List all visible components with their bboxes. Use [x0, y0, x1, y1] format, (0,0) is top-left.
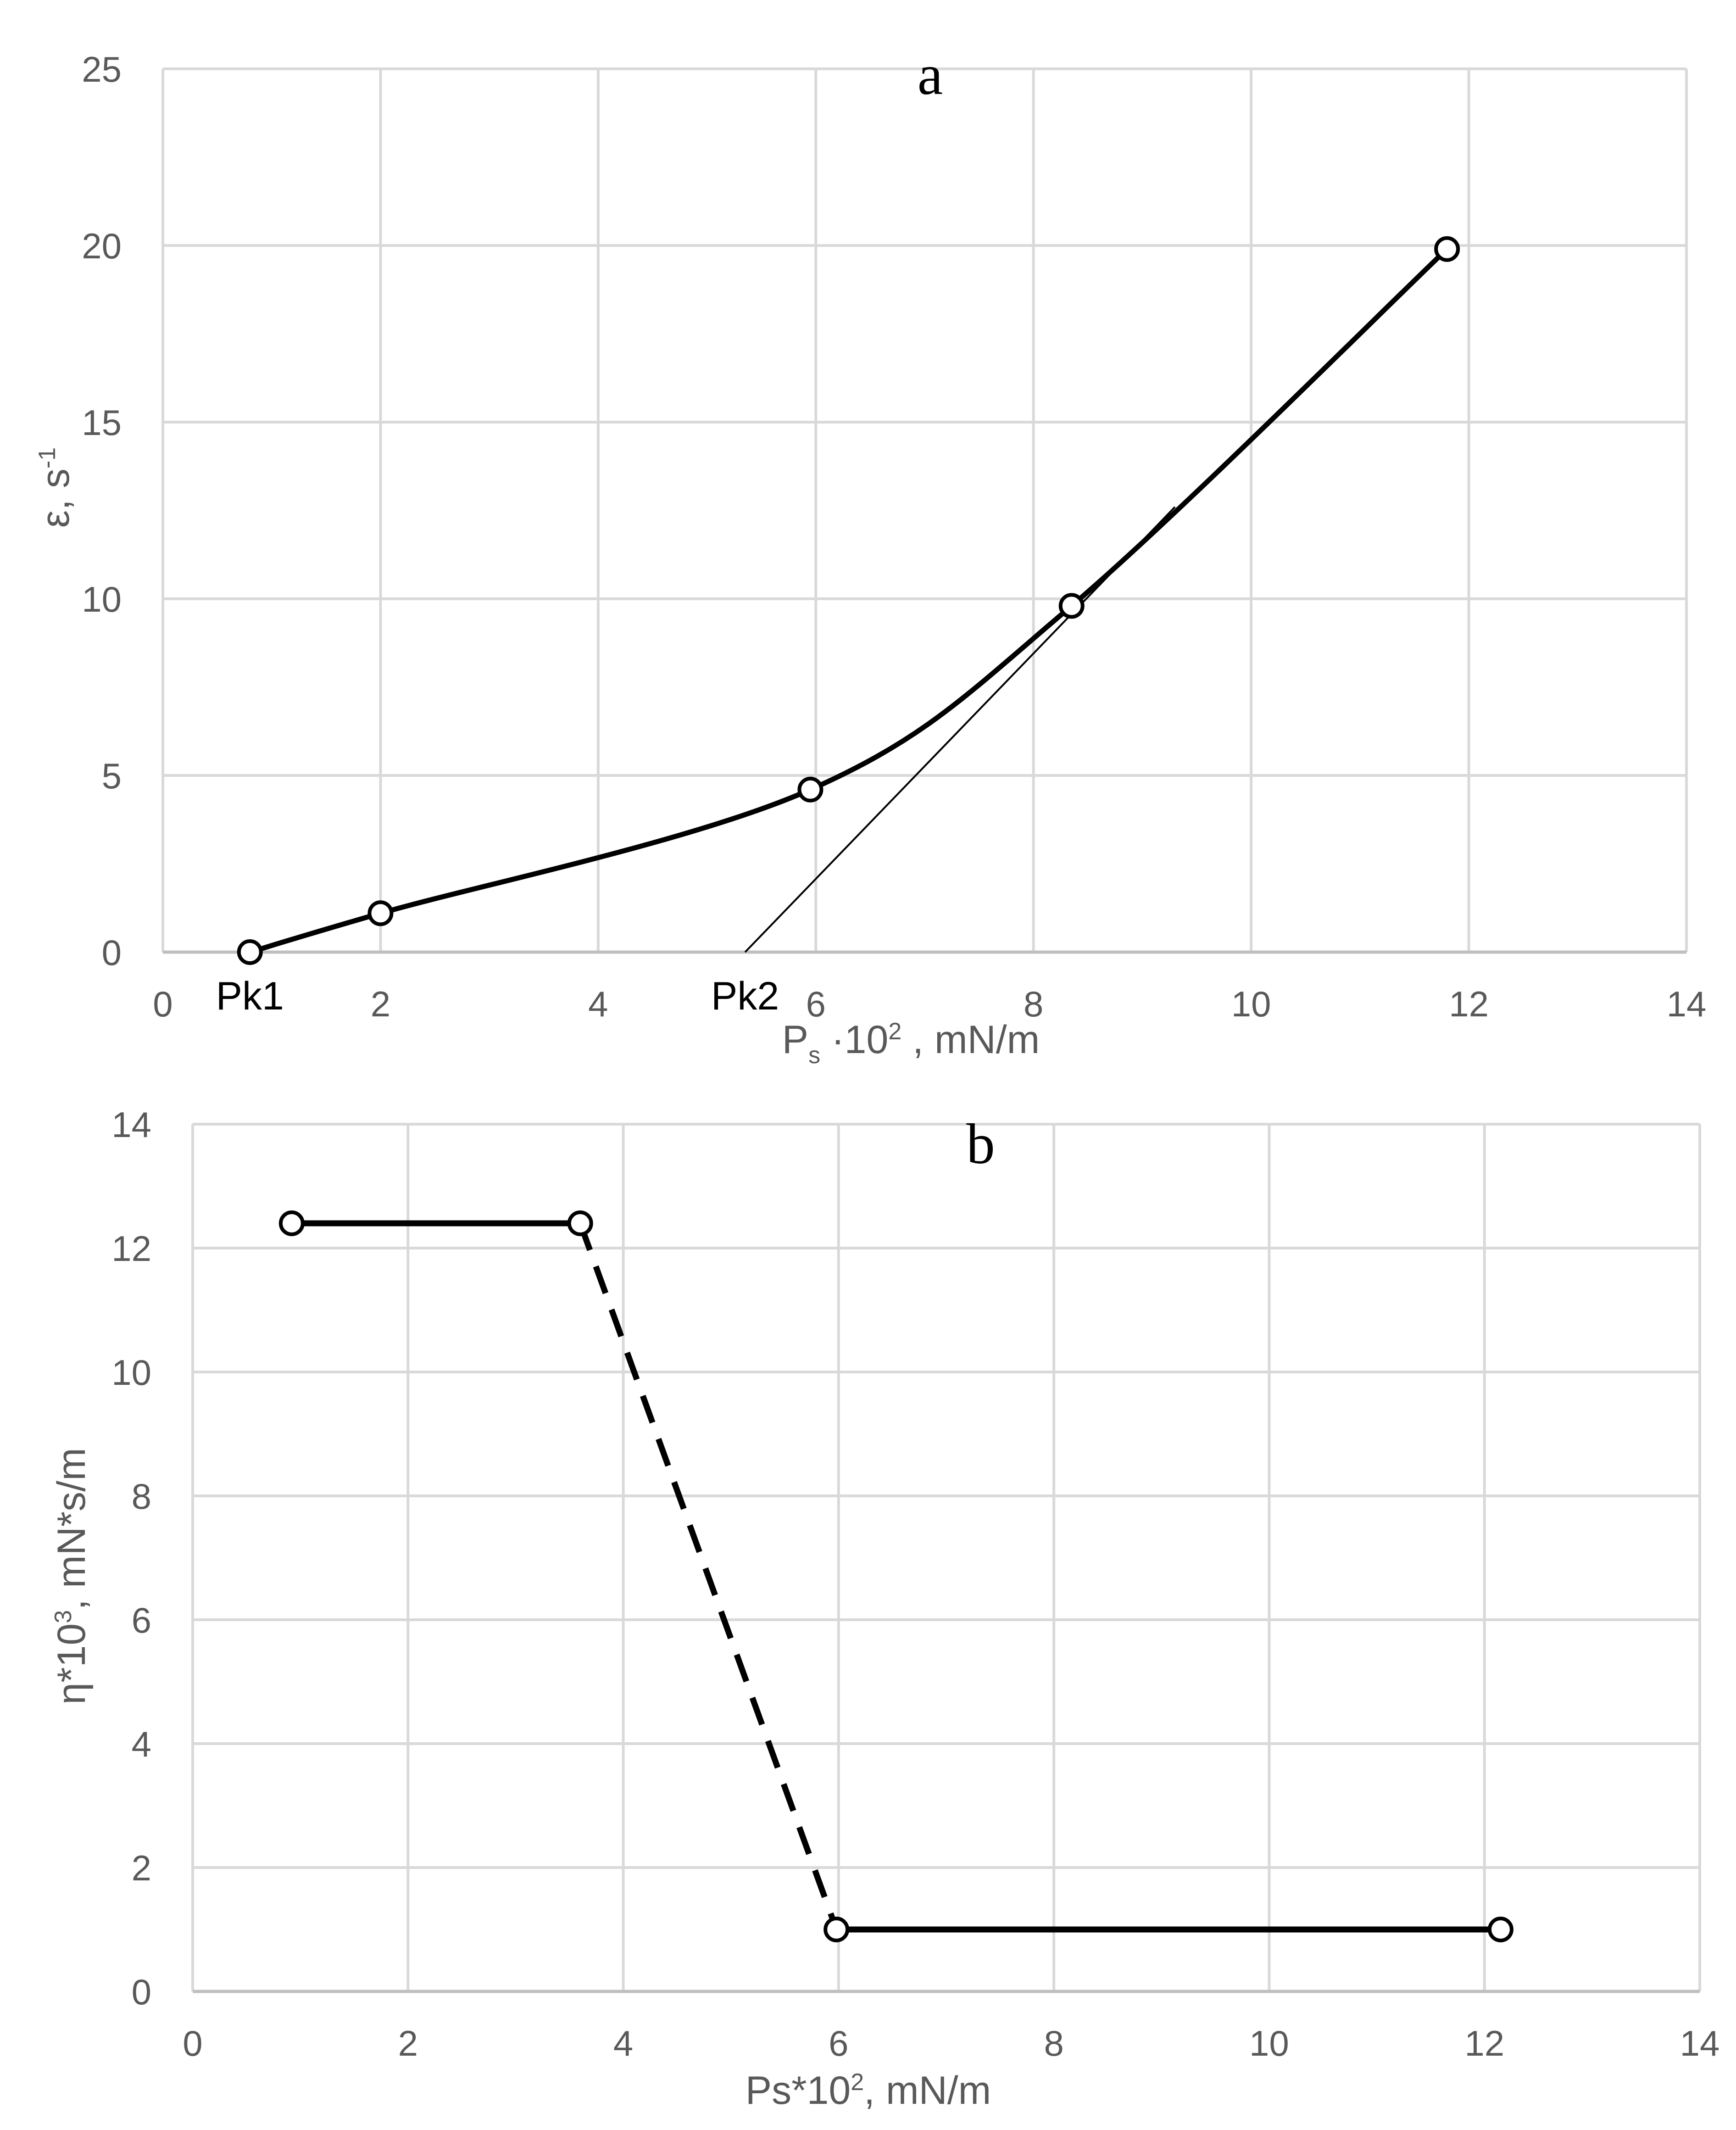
- y-axis-label: ε, s-1: [33, 447, 78, 528]
- y-tick-label: 8: [132, 1476, 151, 1517]
- y-axis-label-sup: 3: [50, 1610, 77, 1623]
- data-point: [237, 939, 263, 965]
- data-point: [278, 1210, 305, 1236]
- y-tick-label: 14: [111, 1104, 151, 1145]
- y-axis-label-tail: , mN*s/m: [50, 1448, 94, 1610]
- x-tick-label: 6: [829, 2023, 848, 2063]
- x-tick-label: 2: [398, 2023, 418, 2063]
- chart-title: a: [918, 44, 943, 107]
- y-tick-label: 12: [111, 1228, 151, 1269]
- y-tick-label: 10: [111, 1352, 151, 1393]
- y-tick-label: 5: [102, 756, 122, 796]
- x-tick-label: 10: [1249, 2023, 1289, 2063]
- data-point: [1487, 1917, 1513, 1942]
- x-tick-label: 2: [371, 984, 390, 1024]
- data-point: [567, 1210, 593, 1236]
- y-tick-label: 2: [132, 1848, 151, 1888]
- data-point: [1434, 236, 1460, 262]
- x-axis-label-sup: 2: [888, 1018, 901, 1045]
- data-point: [797, 776, 823, 803]
- series-segment-dashed: [577, 1222, 840, 1931]
- chart-title: b: [966, 1113, 995, 1176]
- x-tick-label: 14: [1667, 984, 1707, 1024]
- y-tick-label: 20: [82, 226, 122, 266]
- x-tick-label: 10: [1231, 984, 1271, 1024]
- x-tick-label: 12: [1464, 2023, 1504, 2063]
- x-tick-label: 14: [1680, 2023, 1720, 2063]
- y-tick-label: 0: [132, 1972, 151, 2012]
- x-tick-label: 0: [153, 984, 172, 1024]
- x-axis-label-tail: , mN/m: [864, 2069, 991, 2113]
- x-tick-label: 8: [1044, 2023, 1063, 2063]
- x-axis-label-main: Ps*10: [746, 2069, 851, 2113]
- y-tick-label: 10: [82, 579, 122, 619]
- x-axis-label-main: P: [782, 1018, 808, 1062]
- annotation-label: Pk2: [711, 974, 779, 1018]
- data-point: [367, 900, 394, 926]
- x-axis-label-tail: , mN/m: [901, 1018, 1040, 1062]
- y-tick-label: 6: [132, 1600, 151, 1640]
- x-tick-label: 4: [588, 984, 608, 1024]
- x-axis-label-sub: s: [808, 1042, 820, 1069]
- y-tick-label: 0: [102, 932, 122, 973]
- y-axis-label-sup: -1: [34, 447, 61, 468]
- x-tick-label: 12: [1449, 984, 1489, 1024]
- x-axis-label: Ps ·102 , mN/m: [782, 1018, 1040, 1069]
- y-tick-label: 25: [82, 49, 122, 89]
- x-tick-label: 0: [183, 2023, 202, 2063]
- data-point: [1058, 593, 1085, 619]
- x-axis-label: Ps*102, mN/m: [746, 2069, 991, 2113]
- y-tick-label: 4: [132, 1724, 151, 1764]
- gridlines: [161, 67, 1688, 953]
- y-tick-label: 15: [82, 402, 122, 443]
- y-axis-label: η*103, mN*s/m: [50, 1448, 94, 1704]
- x-tick-label: 4: [613, 2023, 633, 2063]
- y-axis-label-main: η*10: [50, 1623, 94, 1705]
- x-tick-label: 8: [1024, 984, 1043, 1024]
- x-axis-label-sup: 2: [851, 2069, 864, 2096]
- y-axis-label-main: ε, s: [33, 468, 78, 528]
- data-point: [823, 1917, 850, 1942]
- x-axis-label-mid: ·10: [820, 1018, 888, 1062]
- x-tick-label: 6: [806, 984, 826, 1024]
- annotation-label: Pk1: [216, 974, 284, 1018]
